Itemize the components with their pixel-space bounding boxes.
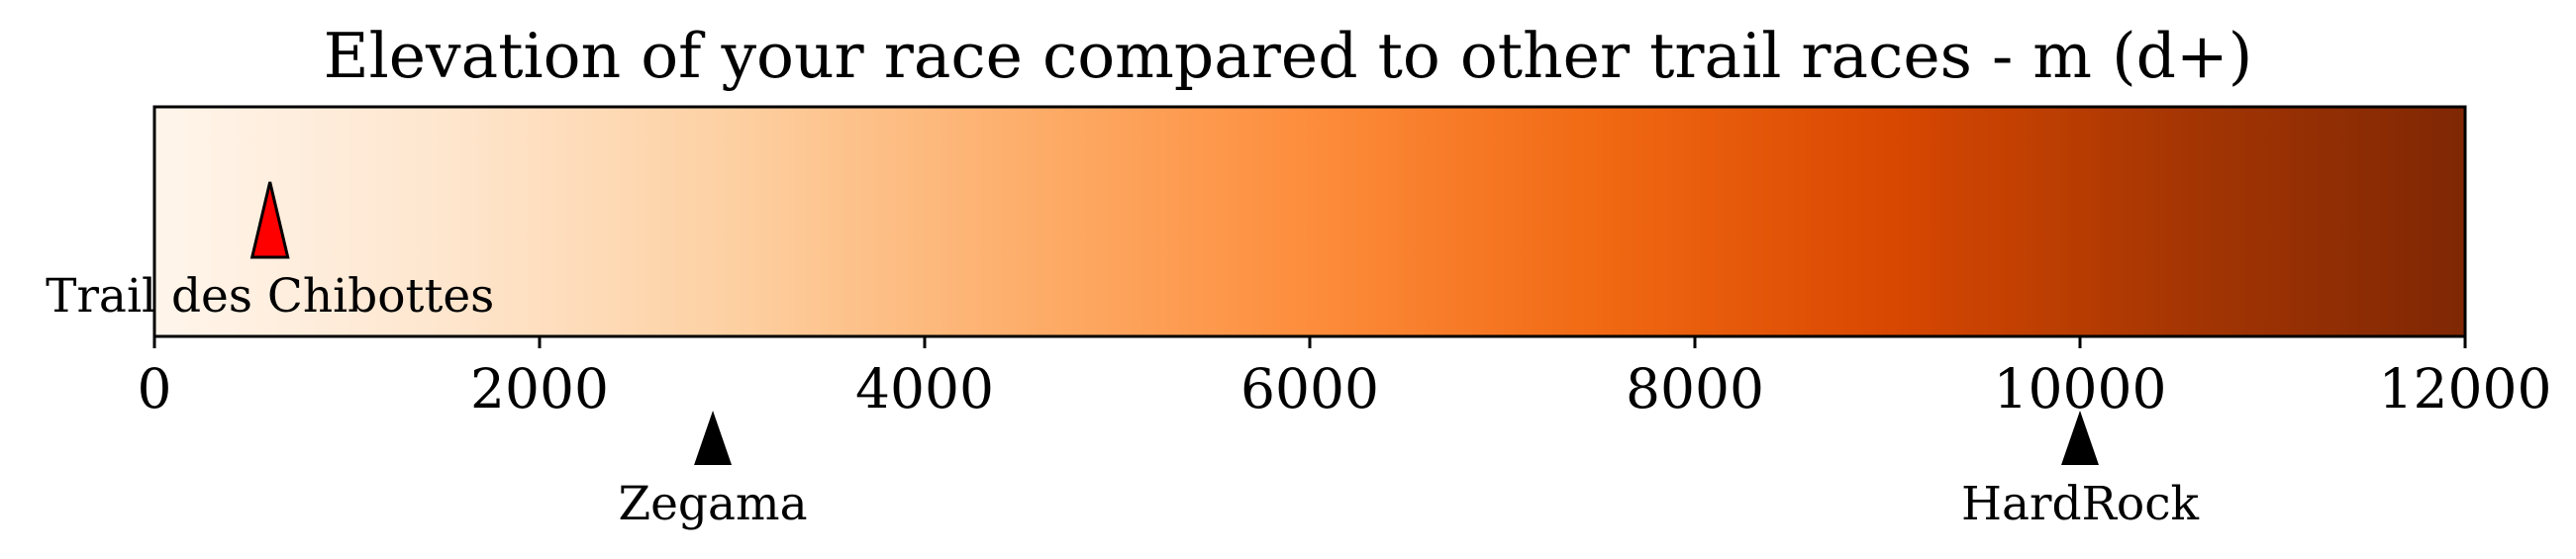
your-race-marker — [249, 181, 290, 259]
reference-race-0-group: Zegama — [618, 411, 808, 531]
reference-race-label: HardRock — [1961, 477, 2200, 531]
colorbar — [152, 105, 2467, 338]
your-race-label: Trail des Chibottes — [46, 269, 494, 324]
x-tick-label: 10000 — [1994, 357, 2167, 420]
x-tick-label: 8000 — [1626, 357, 1764, 420]
reference-race-label: Zegama — [618, 477, 807, 531]
x-tick-label: 4000 — [855, 357, 994, 420]
x-tick-label: 2000 — [470, 357, 609, 420]
your-race-marker-group: Trail des Chibottes — [46, 181, 494, 324]
x-axis: 0 2000 4000 6000 8000 10000 12000 — [138, 336, 2552, 420]
chart-title: Elevation of your race compared to other… — [324, 20, 2253, 92]
reference-race-marker — [694, 411, 733, 465]
x-tick-label: 0 — [138, 357, 172, 420]
reference-race-1-group: HardRock — [1961, 411, 2200, 531]
reference-race-marker — [2061, 411, 2099, 465]
x-tick-label: 12000 — [2379, 357, 2552, 420]
x-tick-label: 6000 — [1240, 357, 1379, 420]
